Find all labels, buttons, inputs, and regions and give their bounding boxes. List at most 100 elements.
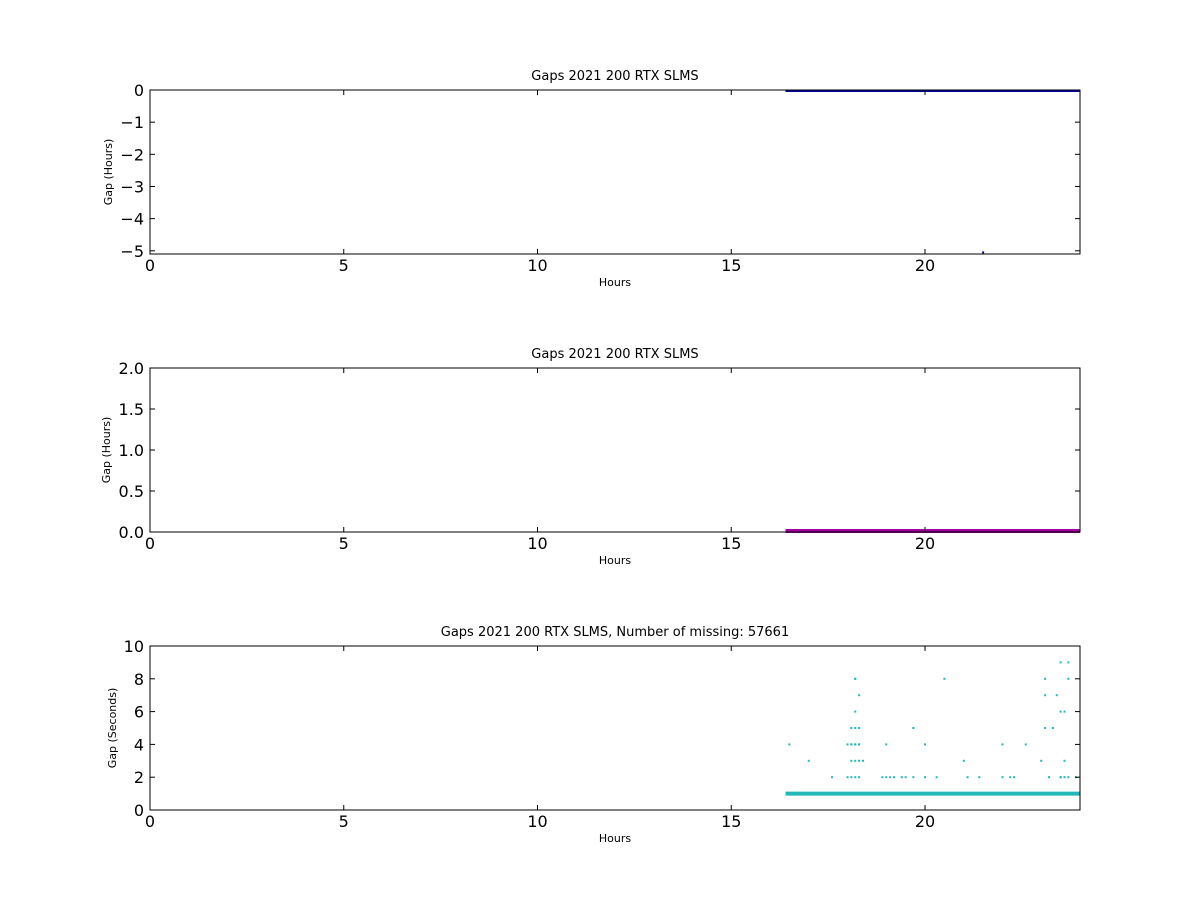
panel-1-ytick-label: −2 — [120, 145, 144, 164]
panel-3-data-point — [1063, 710, 1066, 713]
panel-3-data-point — [846, 743, 849, 746]
panel-3-xtick-label: 5 — [339, 812, 349, 831]
panel-1: Gaps 2021 200 RTX SLMS 0−1−2−3−4−50 5 10 15… — [102, 69, 1081, 289]
panel-2-xtick-label: 10 — [527, 534, 547, 553]
panel-3-data-point — [854, 710, 857, 713]
panel-3-xtick-label: 0 — [145, 812, 155, 831]
panel-3-ytick-label: 6 — [134, 703, 144, 722]
panel-3-ylabel: Gap (Seconds) — [106, 688, 119, 769]
panel-1-ytick-label: 0 — [134, 81, 144, 100]
panel-3-data-point — [1013, 776, 1016, 779]
panel-1-ytick-label: −1 — [120, 113, 144, 132]
panel-1-ytick-label: −3 — [120, 177, 144, 196]
panel-3-data-point — [935, 776, 938, 779]
panel-3-xlabel: Hours — [599, 832, 631, 845]
panel-3-data-point — [966, 776, 969, 779]
panel-3-data-point — [978, 776, 981, 779]
panel-3-data-point — [1044, 694, 1047, 697]
panel-3-data-point — [889, 776, 892, 779]
panel-3-data-point — [858, 776, 861, 779]
panel-3-data-point — [854, 677, 857, 680]
panel-3-data-point — [854, 759, 857, 762]
panel-3-marks — [785, 661, 1080, 796]
panel-3-ytick-label: 2 — [134, 768, 144, 787]
panel-2-ytick-label: 1.5 — [119, 400, 144, 419]
panel-3-data-point — [862, 759, 864, 762]
panel-2-xlabel: Hours — [599, 554, 631, 567]
panel-1-xtick-label: 5 — [339, 256, 349, 275]
panel-2-xtick-label: 15 — [721, 534, 741, 553]
panel-3-ytick-label: 4 — [134, 735, 144, 754]
panel-3-data-point — [943, 677, 946, 680]
panel-1-ytick-label: −5 — [120, 242, 144, 261]
panel-1-ticks: 0−1−2−3−4−50 5 10 15 20 — [120, 81, 1080, 275]
panel-1-marks — [785, 90, 1080, 254]
panel-3-data-point — [1055, 694, 1058, 697]
panel-3-data-point — [854, 776, 857, 779]
panel-2-title: Gaps 2021 200 RTX SLMS — [531, 347, 698, 362]
panel-3-data-point — [1040, 759, 1043, 762]
panel-3-data-point — [788, 743, 791, 746]
panel-2-xtick-label: 0 — [145, 534, 155, 553]
panel-3-data-point — [1059, 776, 1062, 779]
panel-3-data-point — [1001, 743, 1004, 746]
panel-3-data-point — [1051, 727, 1054, 729]
panel-3-data-point — [900, 776, 903, 779]
panel-3-data-point — [850, 727, 853, 729]
panel-1-ylabel: Gap (Hours) — [102, 139, 115, 206]
panel-3-data-point — [885, 776, 888, 779]
panel-3-data-point — [924, 776, 926, 779]
panel-3-data-point — [807, 759, 810, 762]
panel-3-data-point — [846, 776, 849, 779]
panel-2-ytick-label: 0.5 — [119, 482, 144, 501]
panel-3-data-point — [912, 776, 915, 779]
panel-3-data-point — [912, 727, 915, 729]
panel-3-data-point — [904, 776, 907, 779]
panel-2-ytick-label: 2.0 — [119, 359, 144, 378]
panel-3-data-point — [1009, 776, 1012, 779]
panel-3-data-point — [1059, 661, 1062, 664]
panel-3-data-point — [1001, 776, 1004, 779]
panel-3-ytick-label: 10 — [124, 637, 144, 656]
panel-3-data-point — [1067, 776, 1070, 779]
panel-2-xtick-label: 5 — [339, 534, 349, 553]
panel-3-data-point — [1024, 743, 1027, 746]
panel-1-title: Gaps 2021 200 RTX SLMS — [531, 69, 698, 84]
panel-3-data-point — [1044, 677, 1047, 680]
panel-3-xtick-label: 20 — [915, 812, 935, 831]
panel-3-data-point — [1063, 776, 1066, 779]
panel-3-data-point — [1059, 710, 1062, 713]
panel-1-data-point — [982, 251, 985, 254]
panel-2: Gaps 2021 200 RTX SLMS 0.0 0.5 1.0 1.5 2.0 0 5… — [100, 347, 1081, 567]
panel-2-ylabel: Gap (Hours) — [100, 417, 113, 484]
panel-3-ytick-label: 0 — [134, 801, 144, 820]
panel-3-xtick-label: 15 — [721, 812, 741, 831]
panel-3-data-point — [881, 776, 884, 779]
panel-3-data-point — [858, 759, 861, 762]
panel-1-xlabel: Hours — [599, 276, 631, 289]
panel-3-data-point — [1044, 727, 1047, 729]
panel-1-axes-frame — [149, 89, 1081, 255]
panel-3-xtick-label: 10 — [527, 812, 547, 831]
panel-3-data-point — [885, 743, 888, 746]
panel-3-data-point — [831, 776, 833, 779]
panel-3-data-point — [1048, 776, 1050, 779]
panel-3: Gaps 2021 200 RTX SLMS, Number of missin… — [106, 625, 1081, 845]
panel-3-data-point — [858, 694, 861, 697]
panel-3-data-point — [850, 776, 853, 779]
panel-3-data-point — [924, 743, 926, 746]
panel-3-data-point — [1063, 759, 1066, 762]
panel-2-ytick-label: 0.0 — [119, 523, 144, 542]
panel-2-ytick-label: 1.0 — [119, 441, 144, 460]
panel-3-title: Gaps 2021 200 RTX SLMS, Number of missin… — [441, 625, 789, 640]
panel-1-xtick-label: 10 — [527, 256, 547, 275]
panel-3-data-point — [1067, 661, 1070, 664]
panel-2-xtick-label: 20 — [915, 534, 935, 553]
panel-1-xtick-label: 20 — [915, 256, 935, 275]
panel-1-ytick-label: −4 — [120, 210, 144, 229]
panel-3-data-point — [858, 727, 861, 729]
panel-3-ytick-label: 8 — [134, 670, 144, 689]
panel-1-xtick-label: 15 — [721, 256, 741, 275]
